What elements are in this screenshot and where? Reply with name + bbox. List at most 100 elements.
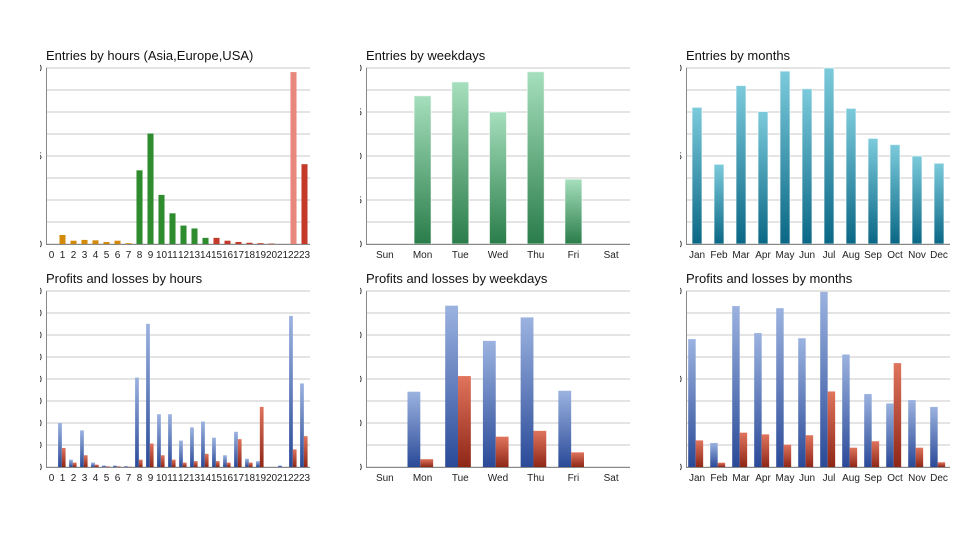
bar (889, 144, 901, 245)
y-tick-label: 215 (40, 152, 42, 163)
x-tick-label: Nov (908, 250, 926, 261)
bar-loss (420, 459, 434, 467)
chart-svg: 0 85 170 Jan Feb Mar Apr May Jun Jul Aug Sep Oct Nov D… (680, 64, 950, 261)
x-tick-label: Jul (823, 473, 836, 484)
bar (933, 162, 945, 245)
x-tick-label: Jun (799, 250, 815, 261)
bar-profit (58, 423, 62, 467)
chart-svg: 0 2050 4100 Jan Feb Mar Apr May Jun Jul Aug Sep Oct N… (680, 287, 950, 484)
x-tick-label: Oct (887, 250, 903, 261)
bar (779, 70, 791, 245)
bar-profit (102, 465, 106, 467)
bars (58, 315, 308, 467)
bar-profit (776, 308, 784, 467)
chart-entries-hours: Entries by hours (Asia,Europe,USA) 02154… (40, 48, 340, 263)
bar (489, 111, 507, 245)
x-tick-label: 9 (148, 250, 154, 261)
bar-profit (146, 323, 150, 467)
x-tick-label: Thu (527, 250, 544, 261)
bar (290, 72, 297, 245)
bar (823, 67, 835, 245)
bar-loss (495, 436, 509, 467)
x-tick-label: Aug (842, 473, 860, 484)
chart-title: Profits and losses by months (686, 271, 853, 286)
x-tick-label: Sat (604, 250, 619, 261)
bar-loss (116, 466, 121, 467)
bar-profit (732, 306, 740, 467)
bar-profit (300, 383, 304, 467)
bar-loss (149, 443, 154, 467)
bar-loss (204, 453, 209, 467)
bar-loss (248, 462, 253, 467)
x-tick-label: 10 (156, 473, 168, 484)
x-tick-label: 11 (167, 250, 178, 261)
chart-title: Entries by hours (Asia,Europe,USA) (46, 48, 254, 63)
bar (213, 237, 220, 244)
bar-loss (138, 459, 143, 467)
x-tick-label: 21 (277, 473, 289, 484)
bar-profit (256, 461, 260, 467)
bar-profit (80, 430, 84, 467)
x-tick-label: Mon (413, 250, 432, 261)
bar-loss (303, 436, 308, 467)
bar-profit (69, 459, 73, 467)
bar-loss (94, 464, 99, 467)
y-tick-label: 0 (680, 240, 682, 251)
x-tick-label: 23 (299, 250, 311, 261)
y-tick-label: 1500 (40, 419, 42, 430)
x-tick-label: 1 (60, 250, 66, 261)
chart-svg: 0 2250 4500 6750 9000 Sun Mon Tue Wed Thu Fri Sat (360, 287, 630, 484)
x-tick-label: 10 (156, 250, 168, 261)
bars (413, 71, 583, 245)
bar-profit (212, 437, 216, 467)
chart-svg: 0750150022503000375045005250600001234567… (40, 287, 311, 485)
y-tick-label: 2050 (680, 375, 682, 386)
bar-profit (908, 400, 916, 467)
bar-loss (193, 461, 198, 467)
x-tick-label: 16 (222, 250, 234, 261)
bar-profit (407, 391, 421, 467)
chart-entries-months: Entries by months 0 85 170 Jan Feb Mar Apr May J… (680, 48, 960, 263)
bar (125, 243, 132, 244)
x-tick-label: 9 (148, 473, 154, 484)
bar-profit (278, 465, 282, 467)
bar-profit (558, 390, 572, 467)
x-tick-label: 6 (115, 473, 121, 484)
bar (136, 170, 143, 244)
y-tick-label: 285 (360, 108, 362, 119)
x-tick-label: 23 (299, 473, 311, 484)
bar (413, 95, 432, 245)
bar-loss (533, 430, 547, 467)
chart-title: Profits and losses by hours (46, 271, 203, 286)
x-tick-label: Sun (376, 250, 394, 261)
y-tick-label: 380 (360, 64, 362, 75)
bar (235, 241, 242, 244)
bar-profit (168, 414, 172, 467)
bar-profit (754, 333, 762, 467)
bar-profit (820, 291, 828, 467)
x-tick-label: Mar (732, 250, 750, 261)
bar (202, 237, 209, 244)
x-tick-label: May (776, 473, 795, 484)
bar-loss (915, 447, 924, 467)
bar-loss (61, 447, 66, 467)
x-tick-label: Sep (864, 473, 882, 484)
y-tick-label: 0 (40, 240, 42, 251)
x-tick-label: 4 (93, 473, 99, 484)
x-tick-label: 13 (189, 473, 201, 484)
y-tick-label: 190 (360, 152, 362, 163)
y-tick-label: 3750 (40, 353, 42, 364)
x-tick-label: 5 (104, 473, 110, 484)
x-tick-label: Thu (527, 473, 544, 484)
bar-loss (871, 441, 880, 467)
bar-profit (234, 431, 238, 467)
bar-profit (113, 465, 117, 467)
bar-profit (179, 440, 183, 467)
chart-svg: 0 95 190 285 380 Sun Mon Tue Wed Thu Fri Sat (360, 64, 630, 261)
x-tick-label: Feb (710, 473, 728, 484)
x-tick-label: 7 (126, 473, 132, 484)
x-tick-label: 15 (211, 250, 223, 261)
y-tick-label: 5250 (40, 309, 42, 320)
bar-profit (91, 462, 95, 467)
x-tick-label: Sun (376, 473, 394, 484)
